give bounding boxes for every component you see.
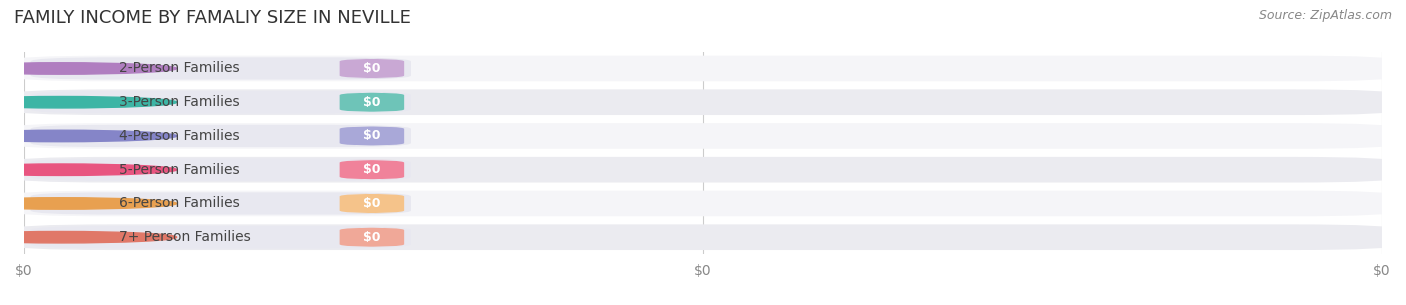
Text: $0: $0 [363,96,381,109]
Text: $0: $0 [363,231,381,244]
Text: Source: ZipAtlas.com: Source: ZipAtlas.com [1258,9,1392,22]
FancyBboxPatch shape [31,226,411,248]
FancyBboxPatch shape [31,125,411,147]
Circle shape [0,198,177,209]
FancyBboxPatch shape [340,59,404,78]
FancyBboxPatch shape [31,91,411,113]
FancyBboxPatch shape [10,56,1396,81]
FancyBboxPatch shape [10,89,1396,115]
Circle shape [0,63,177,74]
Circle shape [0,130,177,142]
FancyBboxPatch shape [10,123,1396,149]
Circle shape [0,164,177,175]
FancyBboxPatch shape [340,228,404,247]
FancyBboxPatch shape [340,126,404,146]
FancyBboxPatch shape [10,157,1396,182]
Text: $0: $0 [363,163,381,176]
Text: 3-Person Families: 3-Person Families [120,95,239,109]
Text: $0: $0 [363,197,381,210]
Text: 5-Person Families: 5-Person Families [120,163,239,177]
Circle shape [0,231,177,243]
FancyBboxPatch shape [10,224,1396,250]
Circle shape [0,96,177,108]
FancyBboxPatch shape [31,159,411,181]
FancyBboxPatch shape [31,192,411,215]
FancyBboxPatch shape [340,160,404,180]
Text: 4-Person Families: 4-Person Families [120,129,239,143]
Text: 6-Person Families: 6-Person Families [120,196,239,210]
FancyBboxPatch shape [10,191,1396,216]
FancyBboxPatch shape [31,57,411,80]
Text: 2-Person Families: 2-Person Families [120,62,239,75]
Text: $0: $0 [363,129,381,142]
FancyBboxPatch shape [340,92,404,112]
Text: 7+ Person Families: 7+ Person Families [120,230,250,244]
FancyBboxPatch shape [340,194,404,213]
Text: FAMILY INCOME BY FAMALIY SIZE IN NEVILLE: FAMILY INCOME BY FAMALIY SIZE IN NEVILLE [14,9,411,27]
Text: $0: $0 [363,62,381,75]
